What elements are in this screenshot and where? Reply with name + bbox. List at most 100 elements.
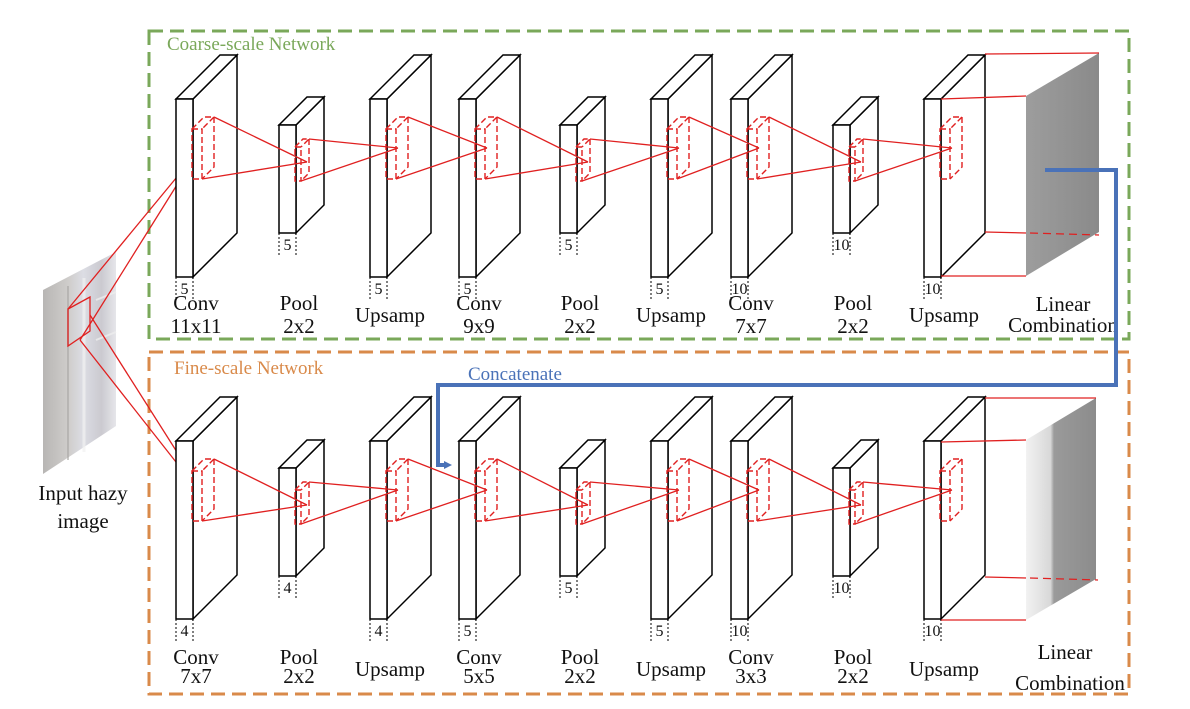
- layer-front-face: [559, 467, 578, 577]
- coarse-output-image: [1026, 53, 1099, 276]
- kernel-connection: [496, 116, 589, 163]
- layer-op-label: Upsamp: [355, 303, 425, 327]
- kernel-connection: [756, 504, 862, 522]
- coarse-layers: 5Conv11x115Pool2x25Upsamp5Conv9x95Pool2x…: [171, 53, 987, 338]
- kernel-connection: [300, 147, 399, 182]
- layer-param-label: 9x9: [463, 314, 495, 338]
- kernel-connection: [213, 116, 308, 163]
- kernel-connection: [688, 116, 760, 149]
- layer-op-label: Conv: [456, 291, 502, 315]
- channel-count: 5: [565, 580, 573, 597]
- kernel-connection: [407, 116, 488, 149]
- layer-op-label: Conv: [728, 645, 774, 669]
- channel-count: 10: [732, 281, 748, 298]
- kernel-connection: [308, 481, 399, 491]
- kernel-cube: [191, 458, 216, 522]
- kernel-connection: [768, 458, 862, 506]
- kernel-cube: [939, 458, 964, 522]
- layer-front-face: [832, 467, 851, 577]
- layer-op-label: Pool: [561, 291, 600, 315]
- kernel-connection: [407, 458, 488, 491]
- kernel-connection: [862, 481, 953, 491]
- layer-param-label: 2x2: [283, 314, 315, 338]
- channel-count: 10: [834, 580, 850, 597]
- kernel-connection: [589, 481, 680, 491]
- kernel-connection: [395, 489, 488, 522]
- layer-block: 4 Upsamp: [355, 395, 433, 681]
- channel-count: 5: [284, 237, 292, 254]
- layer-param-label: 7x7: [735, 314, 767, 338]
- kernel-cube: [939, 116, 964, 180]
- kernel-connection: [756, 161, 862, 180]
- kernel-connection: [201, 161, 308, 180]
- layer-op-label: Upsamp: [636, 657, 706, 681]
- layer-param-label: 3x3: [735, 664, 767, 688]
- fine-output-label-line1: Linear: [1038, 640, 1093, 664]
- channel-count: 10: [925, 281, 941, 298]
- kernel-connection: [676, 489, 760, 522]
- layer-param-label: 2x2: [837, 664, 869, 688]
- layer-front-face: [175, 98, 194, 278]
- channel-count: 5: [464, 281, 472, 298]
- channel-count: 5: [565, 237, 573, 254]
- layer-front-face: [458, 98, 477, 278]
- coarse-network-title: Coarse-scale Network: [167, 34, 336, 55]
- channel-count: 10: [834, 237, 850, 254]
- kernel-connection: [213, 458, 308, 506]
- kernel-connection: [854, 147, 953, 182]
- kernel-connection: [484, 504, 589, 522]
- layer-op-label: Pool: [834, 291, 873, 315]
- input-label-line2: image: [57, 509, 108, 533]
- kernel-cube: [666, 116, 691, 180]
- fine-layers: 4Conv7x74Pool2x24Upsamp5Conv5x55Pool2x25…: [173, 395, 987, 688]
- layer-op-label: Upsamp: [355, 657, 425, 681]
- kernel-connection: [484, 161, 589, 180]
- layer-front-face: [559, 124, 578, 234]
- kernel-connection: [496, 458, 589, 506]
- channel-count: 5: [375, 281, 383, 298]
- layer-param-label: 2x2: [564, 314, 596, 338]
- kernel-connection: [581, 489, 680, 525]
- layer-front-face: [923, 440, 942, 620]
- concatenate-connector: [436, 168, 1118, 469]
- kernel-connection: [688, 458, 760, 491]
- coarse-output: [940, 52, 1100, 277]
- layer-block: 5 Upsamp: [636, 53, 714, 327]
- layer-op-label: Pool: [561, 645, 600, 669]
- kernel-cube: [474, 458, 499, 522]
- layer-front-face: [369, 440, 388, 620]
- layer-op-label: Conv: [728, 291, 774, 315]
- channel-count: 4: [181, 623, 189, 640]
- layer-op-label: Pool: [280, 291, 319, 315]
- fine-network-box: [147, 350, 1131, 696]
- layer-block: 5 Upsamp: [636, 395, 714, 681]
- layer-param-label: 7x7: [180, 664, 212, 688]
- layer-front-face: [832, 124, 851, 234]
- coarse-output-label-line2: Combination: [1008, 313, 1118, 337]
- layer-block: 5 Upsamp: [355, 53, 433, 327]
- kernel-cube: [666, 458, 691, 522]
- layer-block: 10 Upsamp: [909, 395, 987, 681]
- kernel-connection: [589, 138, 680, 149]
- channel-count: 4: [375, 623, 383, 640]
- concatenate-label: Concatenate: [468, 364, 562, 385]
- kernel-connection: [768, 116, 862, 163]
- layer-param-label: 2x2: [564, 664, 596, 688]
- channel-count: 5: [656, 623, 664, 640]
- fine-network-title: Fine-scale Network: [174, 358, 324, 379]
- layer-param-label: 5x5: [463, 664, 495, 688]
- kernel-cube: [746, 116, 771, 180]
- layer-front-face: [923, 98, 942, 278]
- layer-param-label: 2x2: [837, 314, 869, 338]
- input-patch: [67, 295, 91, 348]
- input-hazy-image: [43, 252, 117, 474]
- layer-front-face: [369, 98, 388, 278]
- layer-op-label: Upsamp: [909, 303, 979, 327]
